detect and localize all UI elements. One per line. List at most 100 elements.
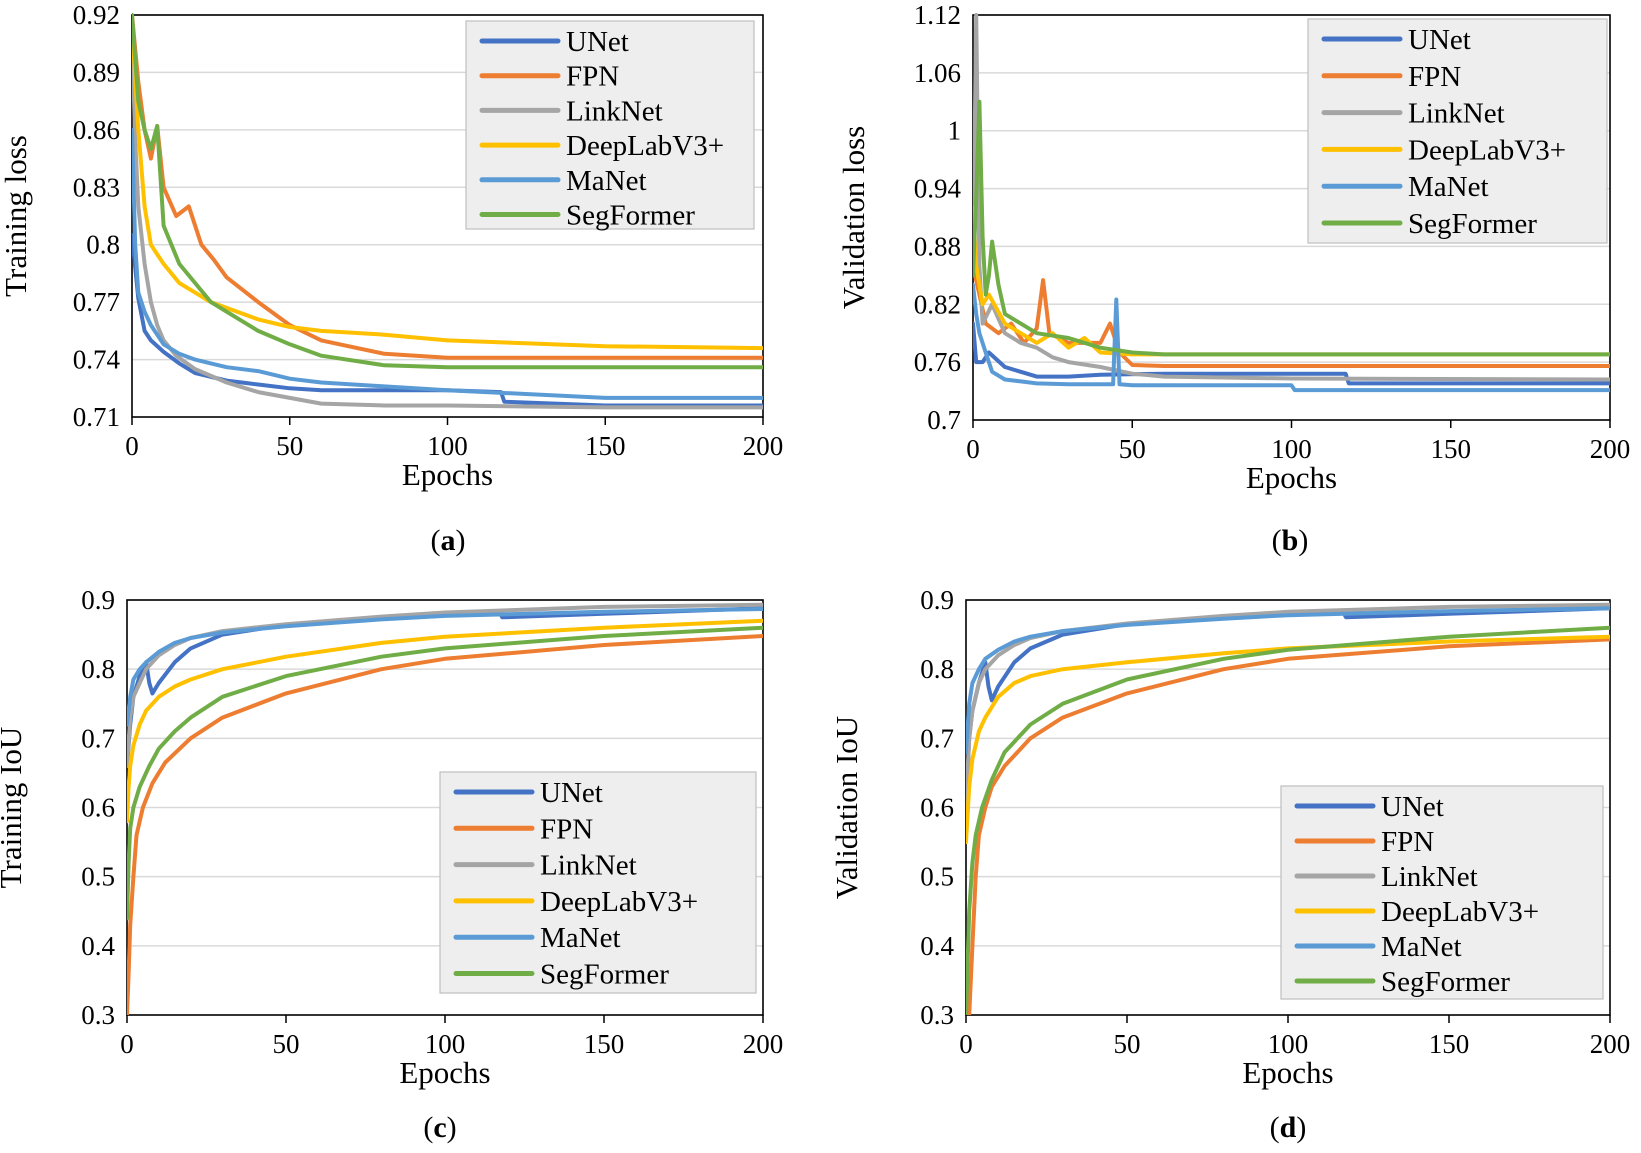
legend-label: MaNet (1408, 171, 1489, 203)
series-line-manet (127, 607, 763, 727)
caption-open: ( (1272, 524, 1282, 557)
y-tick-label: 0.71 (73, 402, 120, 432)
series-line-fpn (127, 634, 763, 1015)
y-tick-label: 0.92 (73, 0, 120, 30)
series-line-linknet (966, 602, 1610, 810)
legend-label: FPN (1381, 826, 1434, 858)
legend-label: SegFormer (540, 959, 669, 991)
chart-panel-a: 0.71 0.74 0.77 0.8 0.83 0.86 0.89 0.92 0 50 100 150… (0, 0, 783, 557)
y-tick-label: 0.74 (73, 345, 121, 375)
chart-panel-c: 0.3 0.4 0.5 0.6 0.7 0.8 0.9 0 50 100 150 200 Epochs T… (0, 585, 783, 1144)
x-tick-label: 0 (120, 1029, 134, 1059)
series-line-fpn (132, 13, 763, 360)
legend-box (465, 20, 755, 230)
legend-label: SegFormer (1381, 966, 1510, 998)
y-tick-label: 0.76 (914, 347, 961, 377)
y-tick-label: 0.6 (81, 793, 115, 823)
caption-open: ( (423, 1111, 433, 1144)
x-tick-label: 50 (276, 431, 303, 461)
y-tick-label: 0.89 (73, 57, 120, 87)
y-tick-label: 0.82 (914, 289, 961, 319)
y-tick-label: 0.3 (920, 1000, 954, 1030)
chart-panel-d: 0.3 0.4 0.5 0.6 0.7 0.8 0.9 0 50 100 150 200 Epochs V… (829, 585, 1630, 1144)
x-tick-label: 50 (273, 1029, 300, 1059)
legend-label: UNet (540, 777, 603, 809)
y-tick-label: 0.8 (86, 230, 120, 260)
panel-caption: (d) (1270, 1111, 1307, 1144)
legend-label: DeepLabV3+ (566, 130, 724, 162)
x-tick-label: 150 (1429, 1029, 1470, 1059)
y-axis-label: Training IoU (0, 727, 28, 889)
series-line-linknet (127, 602, 763, 768)
y-tick-label: 0.83 (73, 172, 120, 202)
series-line-deeplabv3 (127, 618, 763, 824)
caption-open: ( (1270, 1111, 1280, 1144)
x-tick-label: 100 (1271, 434, 1312, 464)
series-group (973, 13, 1610, 393)
caption-letter: d (1280, 1111, 1297, 1144)
series-line-fpn (966, 637, 1610, 1015)
series-group (127, 602, 763, 1015)
series-line-manet (966, 606, 1610, 755)
series-line-fpn (973, 263, 1610, 368)
x-tick-label: 200 (1590, 1029, 1631, 1059)
series-line-linknet (132, 32, 763, 410)
legend-label: DeepLabV3+ (540, 886, 698, 918)
caption-letter: c (433, 1111, 446, 1144)
y-tick-label: 0.5 (81, 862, 115, 892)
caption-letter: a (441, 524, 456, 557)
y-tick-label: 0.77 (73, 287, 120, 317)
panel-caption: (a) (431, 524, 466, 557)
y-tick-label: 0.4 (81, 931, 115, 961)
legend-label: SegFormer (566, 200, 695, 232)
y-tick-label: 0.5 (920, 862, 954, 892)
panel-caption: (c) (423, 1111, 456, 1144)
series-line-deeplabv3 (966, 634, 1610, 845)
x-tick-label: 0 (966, 434, 980, 464)
legend-label: LinkNet (566, 95, 663, 127)
legend-box (439, 771, 757, 994)
series-line-segformer (973, 99, 1610, 357)
x-tick-label: 0 (959, 1029, 973, 1059)
y-axis-label: Validation loss (836, 126, 871, 309)
legend-label: SegFormer (1408, 208, 1537, 240)
x-tick-label: 100 (427, 431, 468, 461)
y-tick-label: 1 (948, 116, 962, 146)
caption-close: ) (1298, 524, 1308, 557)
y-tick-label: 0.7 (920, 723, 954, 753)
plot-area (131, 14, 764, 418)
x-tick-label: 200 (743, 431, 784, 461)
caption-letter: b (1282, 524, 1299, 557)
legend-label: LinkNet (540, 850, 637, 882)
y-tick-label: 0.88 (914, 231, 961, 261)
legend-label: DeepLabV3+ (1408, 134, 1566, 166)
legend-label: FPN (1408, 61, 1461, 93)
x-tick-label: 200 (1590, 434, 1631, 464)
y-tick-label: 0.86 (73, 115, 120, 145)
x-axis-label: Epochs (399, 1055, 490, 1090)
legend-label: UNet (566, 26, 629, 58)
series-line-unet (132, 233, 763, 408)
legend-label: UNet (1381, 791, 1444, 823)
legend: UNet FPN LinkNet DeepLabV3+ MaNet SegFormer (439, 771, 757, 994)
y-tick-label: 0.6 (920, 793, 954, 823)
caption-close: ) (456, 524, 466, 557)
x-tick-label: 150 (584, 1029, 625, 1059)
series-group (966, 602, 1610, 1015)
y-axis-label: Validation IoU (829, 716, 864, 899)
series-line-segformer (132, 13, 763, 370)
caption-close: ) (447, 1111, 457, 1144)
legend-label: MaNet (540, 922, 621, 954)
legend-label: FPN (566, 61, 619, 93)
y-tick-label: 0.9 (81, 585, 115, 615)
legend-label: MaNet (566, 165, 647, 197)
panel-caption: (b) (1272, 524, 1309, 557)
legend-label: DeepLabV3+ (1381, 896, 1539, 928)
chart-panel-b: 0.7 0.76 0.82 0.88 0.94 1 1.06 1.12 0 50 100 150 200… (836, 0, 1630, 557)
legend-label: FPN (540, 813, 593, 845)
x-tick-label: 150 (585, 431, 626, 461)
x-tick-label: 50 (1119, 434, 1146, 464)
legend-label: MaNet (1381, 931, 1462, 963)
